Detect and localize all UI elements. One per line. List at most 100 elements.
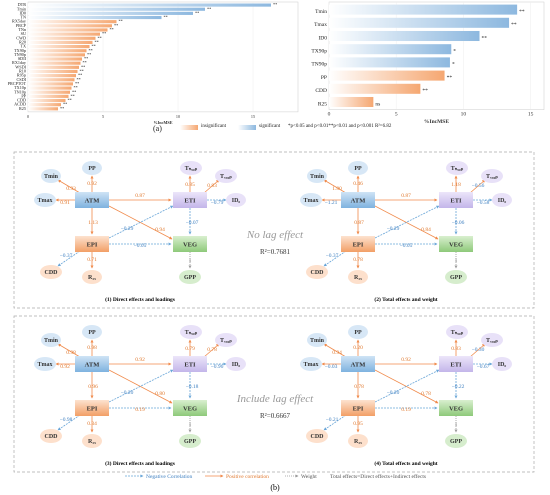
node-tx90p	[481, 333, 503, 347]
node-atm-label: ATM	[351, 198, 366, 205]
bar	[28, 32, 100, 36]
significance-stars: **	[84, 56, 88, 61]
value-epi-r25: 0.71	[87, 257, 97, 263]
significance-stars: **	[83, 60, 87, 65]
row-label: CDD	[315, 88, 327, 94]
tick-label: 5	[395, 112, 398, 118]
value-eti-veg: −0.22	[452, 384, 465, 390]
node-tx90p	[215, 169, 237, 183]
bar	[28, 86, 72, 90]
value-epi-eti: −0.29	[387, 226, 400, 232]
value-veg-gpp: 1	[455, 258, 458, 264]
significance-stars: **	[482, 35, 488, 41]
bar	[329, 30, 480, 42]
value-atm-epi: 0.78	[354, 384, 364, 390]
node-pp-label: PP	[88, 166, 96, 172]
node-gpp	[445, 434, 467, 448]
value-epi-veg: 0.19	[401, 407, 411, 413]
node-gpp-label: GPP	[184, 275, 196, 281]
significance-stars: **	[71, 93, 75, 98]
node-tmax	[300, 193, 322, 207]
arrow-epi-cdd	[323, 250, 347, 267]
lag-label: Include lag effect	[236, 393, 314, 405]
panel-b-caption: (b)	[270, 483, 280, 492]
row-label: TNn	[18, 27, 27, 32]
lag-r2: R²=0.6667	[260, 412, 290, 420]
node-tn90p	[180, 325, 202, 339]
row-label: R20	[19, 39, 26, 44]
value-epi-r25: 0.95	[353, 421, 363, 427]
node-eti-label: ETI	[450, 362, 462, 369]
significance-stars: **	[63, 102, 67, 107]
significance-stars: **	[81, 64, 85, 69]
bar	[28, 20, 117, 24]
bar	[329, 70, 445, 81]
bar	[28, 24, 112, 28]
node-atm-label: ATM	[85, 198, 100, 205]
significance-stars: **	[102, 31, 106, 36]
row-label: TN	[20, 15, 26, 20]
bar	[28, 11, 193, 15]
bar	[329, 96, 374, 108]
node-id0-label: ID₀	[232, 362, 241, 368]
node-veg-label: VEG	[449, 242, 463, 249]
row-label: R95p	[17, 73, 26, 78]
node-epi-label: EPI	[87, 242, 98, 249]
row-label: Tmin	[315, 9, 327, 15]
row-label: CSDI	[16, 77, 26, 82]
significance-stars: **	[511, 22, 517, 28]
arrow-epi-cdd	[323, 414, 347, 431]
node-tmax-label: Tmax	[304, 198, 319, 204]
significance-stars: **	[60, 106, 64, 111]
x-axis-label: %IncMSE	[153, 120, 172, 125]
bar	[28, 15, 162, 20]
node-epi-label: EPI	[353, 242, 364, 249]
row-label: TN90p	[14, 52, 26, 57]
node-tx90p-label: Tₓ₉₀ₚ	[220, 174, 232, 180]
tick-label: 15	[251, 114, 255, 119]
bar	[28, 49, 87, 53]
significance-stars: **	[87, 52, 91, 57]
node-pp-label: PP	[354, 330, 362, 336]
tick-label: 5	[102, 114, 104, 119]
node-tmin	[307, 169, 327, 183]
node-gpp	[445, 270, 467, 284]
node-veg	[173, 236, 207, 252]
node-epi	[341, 236, 375, 252]
node-tn90p-label: Tₙ₉₀ₚ	[451, 166, 464, 172]
row-label: CDD	[17, 98, 26, 103]
node-epi	[75, 236, 109, 252]
node-atm	[75, 356, 109, 372]
sem-diagram-1: Tmin PP Tmax ATM Tₙ₉₀ₚ Tₓ₉₀ₚ ETI ID₀ EPI VEG CDD R₂…	[34, 161, 246, 284]
right-importance-chart: 0 5 10 15 %IncMSE Tmin ** Tmax ** ID0 ** TX90p * TN90…	[311, 1, 545, 125]
value-pp: 0.98	[87, 345, 97, 351]
node-cdd-label: CDD	[311, 434, 325, 440]
bar	[28, 107, 58, 111]
arrow-atm-veg	[374, 205, 439, 240]
no-lag-label: No lag effect	[246, 229, 304, 241]
node-r25	[82, 434, 102, 448]
value-tmax: 0.91	[60, 200, 70, 206]
value-tmin: 0.94	[332, 350, 342, 356]
sem-diagram-2: Tmin PP Tmax ATM Tₙ₉₀ₚ Tₓ₉₀ₚ ETI ID₀ EPI VEG CDD R₂…	[300, 161, 512, 284]
bar	[28, 61, 81, 65]
node-gpp-label: GPP	[450, 439, 462, 445]
legend-pos: Positive correlation	[226, 474, 269, 480]
sub-caption-1: (1) Direct effects and loadings	[105, 296, 175, 303]
panel-b-legend: Negative Correlation Positive correlatio…	[125, 473, 426, 480]
node-pp	[82, 161, 102, 175]
value-epi-cdd: −0.37	[60, 253, 73, 259]
row-label: RX1day	[12, 60, 27, 65]
node-atm-label: ATM	[85, 362, 100, 369]
row-label: TN90p	[311, 62, 327, 68]
value-tmin: 0.98	[66, 350, 76, 356]
bar	[28, 98, 66, 103]
x-axis-label: %IncMSE	[424, 119, 449, 125]
value-eti-id0: −0.67	[477, 364, 490, 370]
sub-caption-4: (4) Total effects and weight	[374, 460, 437, 467]
node-tx90p	[481, 169, 503, 183]
row-label: TX	[20, 44, 26, 49]
bar	[28, 94, 69, 98]
significance-stars: **	[114, 23, 118, 28]
legend-neg: Negative Correlation	[146, 474, 193, 480]
